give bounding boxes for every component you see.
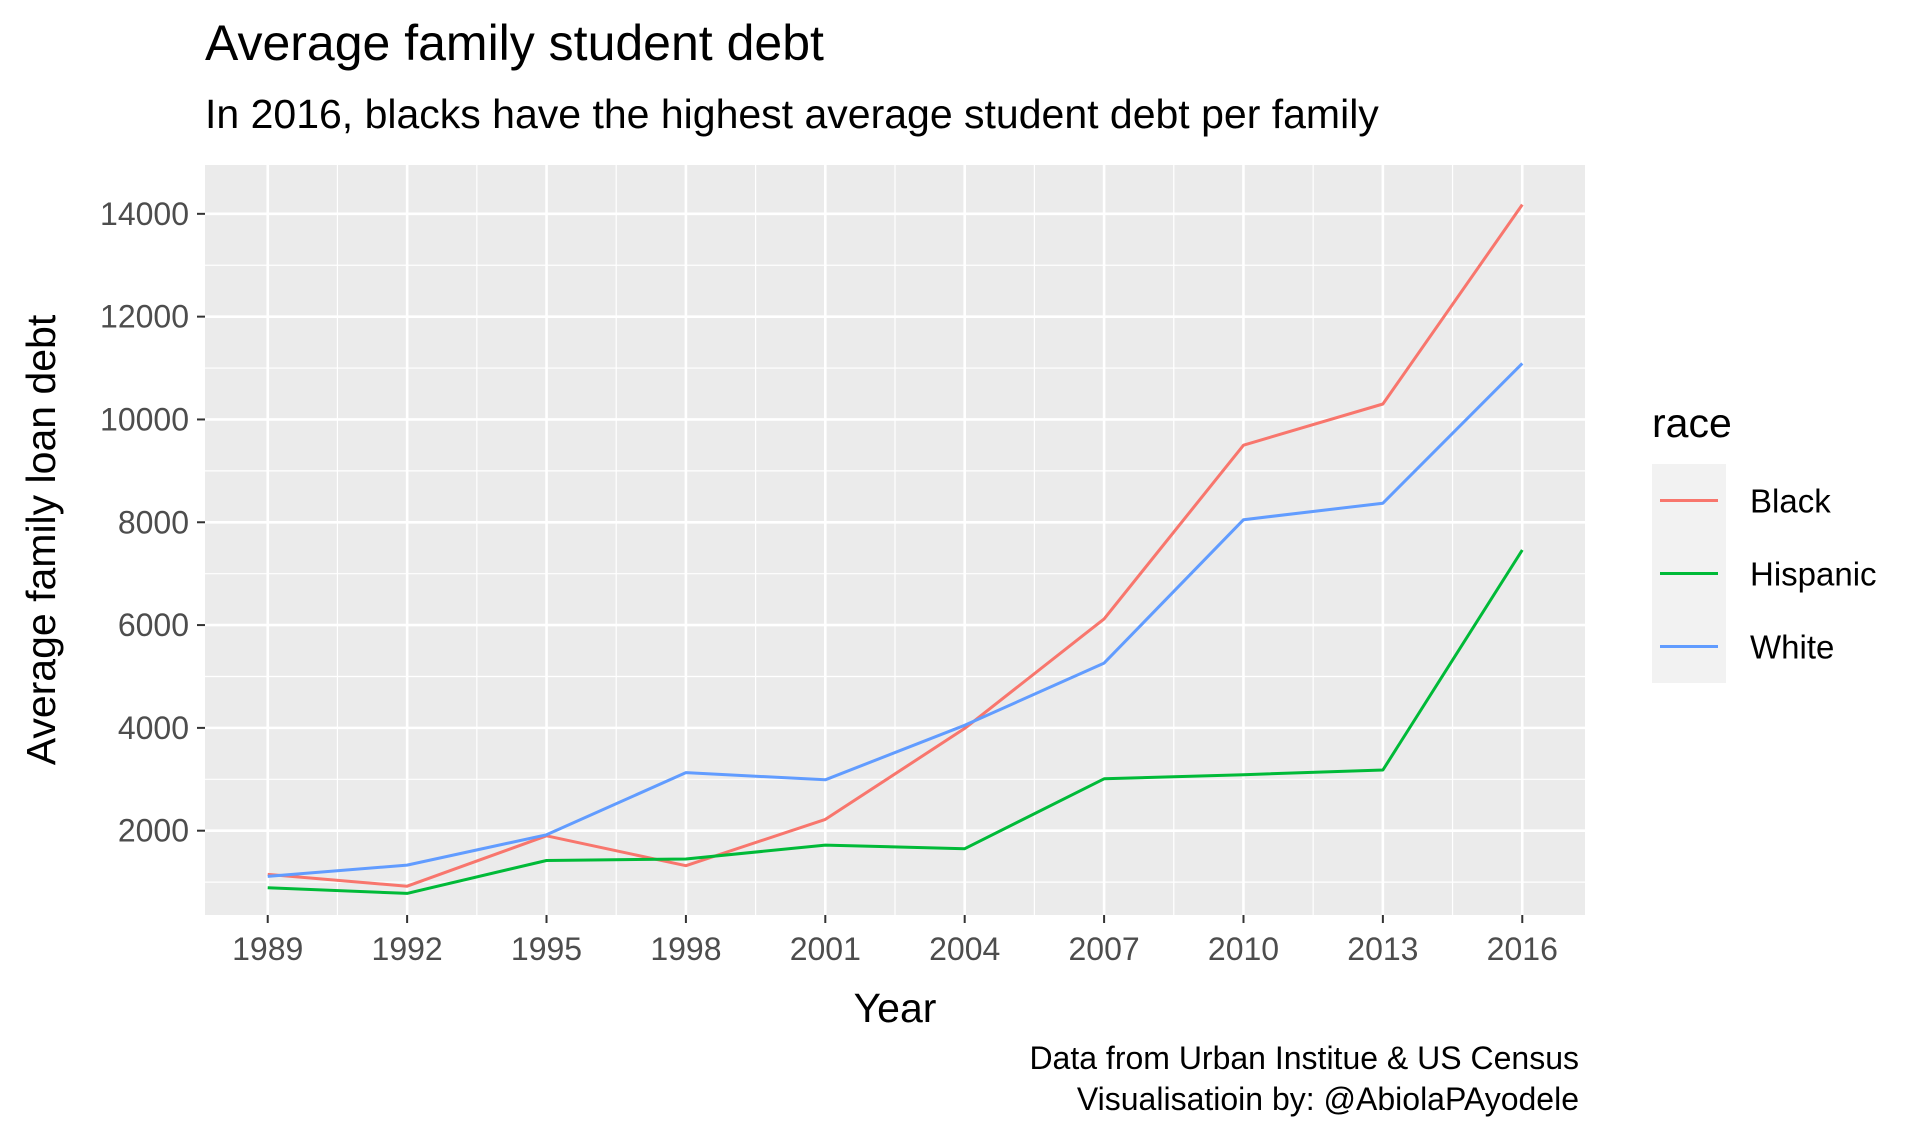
- axis-ticks: [197, 212, 1524, 923]
- legend-label-hispanic: Hispanic: [1750, 556, 1877, 593]
- x-tick-label: 1995: [511, 931, 582, 967]
- x-axis-tick-labels: 1989 1992 1995 1998 2001 2004 2007 2010 2013 2016: [232, 931, 1558, 967]
- chart-subtitle: In 2016, blacks have the highest average…: [205, 91, 1379, 137]
- caption-credit: Visualisatioin by: @AbiolaPAyodele: [1076, 1081, 1579, 1117]
- series-line-white: [267, 362, 1524, 878]
- x-tick-label: 2016: [1487, 931, 1558, 967]
- legend-items: Black Hispanic White: [1660, 483, 1877, 666]
- y-tick-label: 4000: [118, 710, 189, 746]
- series-line-black: [267, 203, 1524, 888]
- y-tick-label: 14000: [100, 196, 189, 232]
- x-tick-label: 1989: [232, 931, 303, 967]
- legend-title: race: [1652, 400, 1732, 446]
- x-axis-title: Year: [854, 985, 937, 1031]
- x-tick-label: 2001: [790, 931, 861, 967]
- x-tick-label: 1998: [650, 931, 721, 967]
- series-line-hispanic: [267, 549, 1524, 895]
- y-axis-tick-labels: 2000 4000 6000 8000 10000 12000 14000: [100, 196, 189, 849]
- x-tick-label: 1992: [372, 931, 443, 967]
- x-tick-label: 2013: [1347, 931, 1418, 967]
- major-gridlines: [205, 165, 1585, 915]
- legend: race Black Hispanic White: [1652, 400, 1877, 683]
- x-tick-label: 2007: [1068, 931, 1139, 967]
- y-tick-label: 8000: [118, 504, 189, 540]
- y-tick-label: 2000: [118, 813, 189, 849]
- x-tick-label: 2004: [929, 931, 1000, 967]
- legend-label-white: White: [1750, 629, 1834, 666]
- y-axis-title: Average family loan debt: [18, 314, 64, 765]
- x-tick-label: 2010: [1208, 931, 1279, 967]
- series-lines: [267, 203, 1524, 895]
- minor-gridlines: [205, 165, 1585, 915]
- chart-title: Average family student debt: [205, 15, 824, 71]
- y-tick-label: 6000: [118, 607, 189, 643]
- y-tick-label: 12000: [100, 299, 189, 335]
- y-tick-label: 10000: [100, 401, 189, 437]
- legend-label-black: Black: [1750, 483, 1831, 520]
- caption-source: Data from Urban Institue & US Census: [1029, 1040, 1579, 1076]
